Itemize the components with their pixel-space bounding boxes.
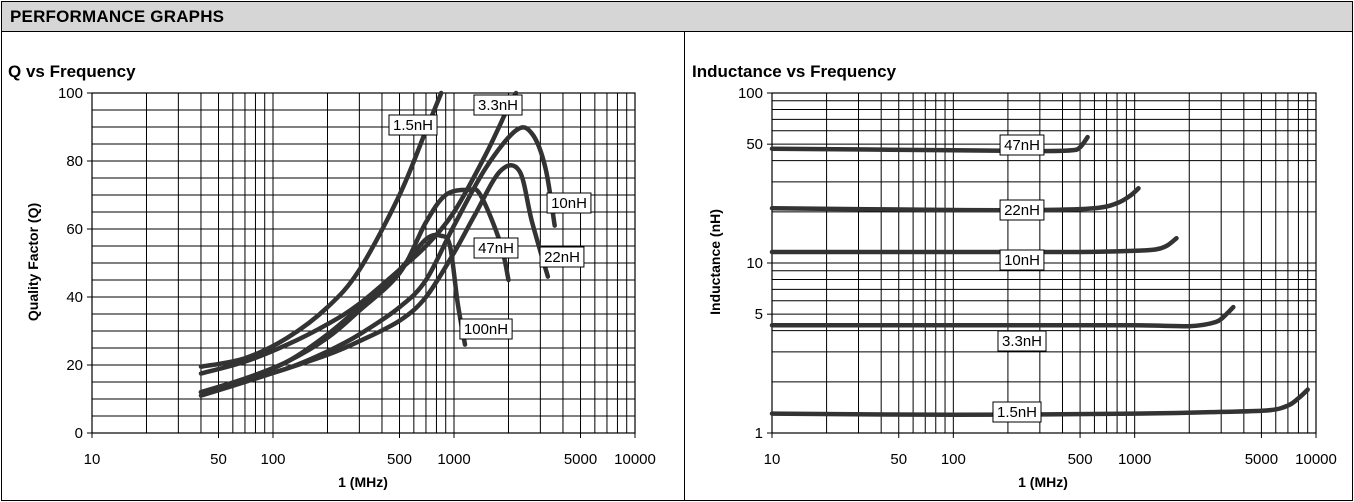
x-tick-label: 10 xyxy=(764,451,781,468)
y-tick-label: 100 xyxy=(58,85,83,102)
series-line-100nH xyxy=(198,232,468,395)
y-tick-label: 5 xyxy=(755,306,763,323)
y-tick-label: 60 xyxy=(66,221,83,238)
section-header: PERFORMANCE GRAPHS xyxy=(2,2,1352,32)
x-tick-label: 500 xyxy=(387,451,412,468)
series-label-box xyxy=(473,237,519,259)
q-chart-series-labels: 1.5nH 3.3nH 10nH 22nH 47nH 100nH xyxy=(388,94,592,340)
q-chart-grid xyxy=(91,92,636,434)
series-line-22nH xyxy=(769,186,1141,213)
y-tick-label: 100 xyxy=(738,85,763,102)
series-label-text: 22nH xyxy=(1004,202,1040,219)
series-label-3.3nH: 3.3nH xyxy=(997,330,1047,352)
y-tick-label: 80 xyxy=(66,153,83,170)
x-tick-label: 10 xyxy=(84,451,101,468)
x-tick-label: 100 xyxy=(941,451,966,468)
series-label-text: 47nH xyxy=(1004,137,1040,154)
series-label-box xyxy=(997,330,1047,352)
l-chart-xlabel: 1 (MHz) xyxy=(1018,474,1068,490)
l-chart-series-labels: 47nH 22nH 10nH 3.3nH 1.5nH xyxy=(992,134,1047,423)
series-label-box xyxy=(539,246,585,268)
series-label-47nH: 47nH xyxy=(999,134,1045,156)
y-tick-label: 1 xyxy=(755,425,763,442)
series-label-10nH: 10nH xyxy=(546,192,592,214)
x-tick-label: 10000 xyxy=(614,451,656,468)
y-tick-label: 50 xyxy=(746,136,763,153)
series-label-text: 22nH xyxy=(544,249,580,266)
x-tick-label: 5000 xyxy=(1245,451,1278,468)
x-tick-label: 50 xyxy=(210,451,227,468)
series-label-10nH: 10nH xyxy=(999,249,1045,271)
series-label-1.5nH: 1.5nH xyxy=(992,401,1042,423)
series-label-text: 1.5nH xyxy=(393,117,433,134)
y-tick-label: 0 xyxy=(75,425,83,442)
series-label-box xyxy=(999,199,1045,221)
series-label-100nH: 100nH xyxy=(459,318,513,340)
y-tick-label: 40 xyxy=(66,289,83,306)
series-line-10nH xyxy=(769,235,1179,255)
series-label-box xyxy=(546,192,592,214)
series-label-text: 10nH xyxy=(551,195,587,212)
series-label-box xyxy=(388,114,438,136)
q-chart-title: Q vs Frequency xyxy=(8,62,136,81)
series-label-text: 3.3nH xyxy=(478,97,518,114)
y-tick-label: 10 xyxy=(746,255,763,272)
series-label-3.3nH: 3.3nH xyxy=(473,94,523,116)
series-line-1.5nH xyxy=(198,90,444,369)
x-tick-label: 10000 xyxy=(1295,451,1337,468)
q-vs-frequency-chart: Q vs Frequency Quality Factor (Q) 1 (MHz… xyxy=(8,62,656,490)
series-label-box xyxy=(459,318,513,340)
series-label-box xyxy=(473,94,523,116)
series-line-3.3nH xyxy=(769,304,1236,329)
x-tick-label: 1000 xyxy=(437,451,470,468)
series-label-box xyxy=(999,134,1045,156)
series-label-text: 10nH xyxy=(1004,252,1040,269)
series-label-22nH: 22nH xyxy=(539,246,585,268)
series-label-1.5nH: 1.5nH xyxy=(388,114,438,136)
plot-area-border xyxy=(91,92,636,434)
q-chart-xlabel: 1 (MHz) xyxy=(338,474,388,490)
series-label-text: 47nH xyxy=(478,240,514,257)
l-chart-title: Inductance vs Frequency xyxy=(692,62,897,81)
panel-divider xyxy=(684,32,685,500)
q-chart-ticks: 10 50 100 500 1000 5000 10000 0 20 40 60 80 100 xyxy=(58,85,656,468)
series-label-box xyxy=(992,401,1042,423)
y-tick-label: 20 xyxy=(66,357,83,374)
l-chart-ylabel: Inductance (nH) xyxy=(707,209,723,315)
series-label-text: 3.3nH xyxy=(1002,333,1042,350)
series-label-box xyxy=(999,249,1045,271)
q-chart-series xyxy=(198,90,557,398)
series-label-22nH: 22nH xyxy=(999,199,1045,221)
x-tick-label: 500 xyxy=(1068,451,1093,468)
x-tick-label: 5000 xyxy=(564,451,597,468)
x-tick-label: 100 xyxy=(260,451,285,468)
l-chart-ticks: 10 50 100 500 1000 5000 10000 1 5 10 50 100 xyxy=(738,85,1337,468)
series-label-text: 100nH xyxy=(464,321,508,338)
series-label-text: 1.5nH xyxy=(997,404,1037,421)
x-tick-label: 1000 xyxy=(1118,451,1151,468)
x-tick-label: 50 xyxy=(890,451,907,468)
section-title: PERFORMANCE GRAPHS xyxy=(10,7,225,26)
series-label-47nH: 47nH xyxy=(473,237,519,259)
q-chart-ylabel: Quality Factor (Q) xyxy=(25,203,41,321)
series-line-1.5nH xyxy=(769,387,1310,418)
series-line-22nH xyxy=(198,163,551,398)
